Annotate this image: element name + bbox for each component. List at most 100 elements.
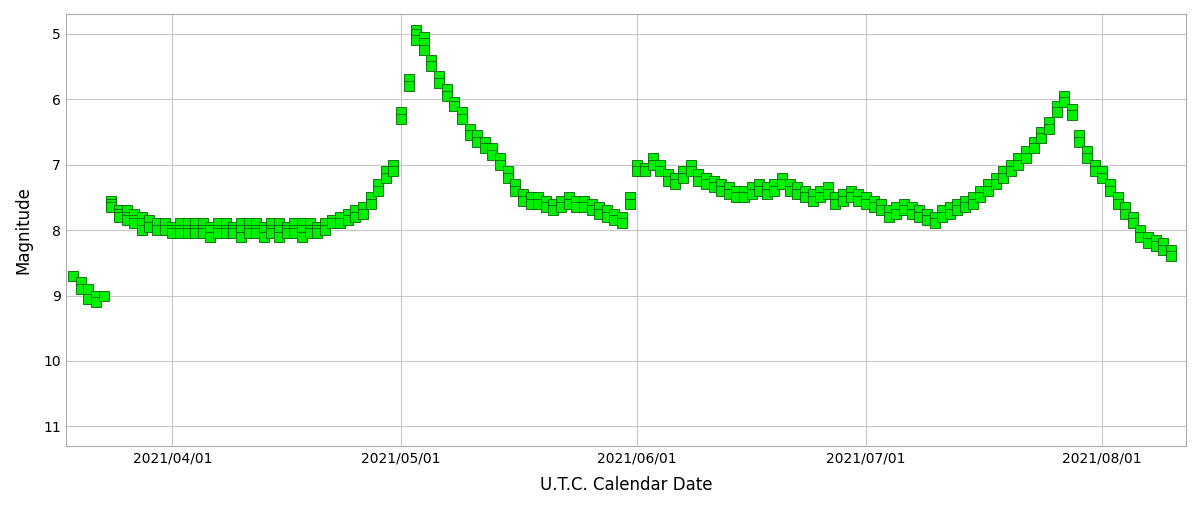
Point — [482, 144, 502, 152]
Point — [277, 223, 296, 231]
Point — [178, 226, 197, 234]
Point — [857, 200, 876, 208]
Point — [712, 180, 731, 188]
Point — [712, 186, 731, 195]
Point — [178, 229, 197, 237]
Point — [880, 206, 899, 214]
Point — [635, 167, 654, 175]
Point — [216, 219, 235, 228]
Point — [734, 186, 754, 195]
Point — [932, 213, 952, 221]
Point — [727, 186, 746, 195]
Point — [742, 190, 761, 198]
Point — [894, 200, 913, 208]
Point — [437, 85, 456, 93]
Point — [407, 29, 426, 38]
Point — [384, 161, 403, 169]
Point — [589, 210, 608, 218]
Point — [186, 229, 205, 237]
Point — [871, 200, 890, 208]
Point — [1055, 91, 1074, 100]
Point — [948, 206, 967, 214]
Point — [293, 219, 312, 228]
Point — [848, 197, 868, 205]
Point — [232, 226, 251, 234]
Point — [400, 75, 419, 83]
Point — [346, 213, 365, 221]
Point — [346, 206, 365, 214]
Point — [658, 177, 677, 185]
Point — [1100, 186, 1120, 195]
Point — [1024, 144, 1043, 152]
Point — [437, 91, 456, 100]
Point — [445, 102, 464, 110]
Point — [1108, 193, 1127, 201]
Point — [338, 210, 358, 218]
Point — [1001, 161, 1020, 169]
Point — [1046, 108, 1066, 116]
Point — [1032, 134, 1051, 142]
Point — [140, 223, 160, 231]
Point — [1009, 154, 1028, 162]
Point — [132, 219, 151, 228]
Point — [658, 170, 677, 178]
Point — [330, 219, 349, 228]
Point — [186, 219, 205, 228]
Point — [917, 210, 936, 218]
Point — [491, 154, 510, 162]
Point — [163, 223, 182, 231]
Point — [300, 219, 319, 228]
Point — [1162, 252, 1181, 260]
Point — [132, 226, 151, 234]
Point — [719, 183, 738, 192]
Point — [232, 219, 251, 228]
Point — [552, 197, 571, 205]
Point — [757, 183, 776, 192]
Point — [796, 186, 815, 195]
Point — [475, 138, 494, 146]
Point — [704, 183, 724, 192]
Point — [353, 203, 372, 211]
Point — [155, 226, 174, 234]
Point — [727, 193, 746, 201]
Point — [1085, 167, 1104, 175]
Point — [941, 203, 960, 211]
Point — [102, 197, 121, 205]
Point — [430, 72, 449, 80]
Point — [307, 229, 326, 237]
Point — [300, 229, 319, 237]
Point — [910, 206, 929, 214]
Point — [834, 190, 853, 198]
Point — [582, 200, 601, 208]
Point — [193, 226, 212, 234]
Point — [871, 206, 890, 214]
Point — [742, 183, 761, 192]
Point — [422, 56, 442, 64]
Point — [826, 193, 845, 201]
Point — [209, 229, 228, 237]
Point — [575, 203, 594, 211]
Point — [125, 219, 144, 228]
Point — [955, 197, 974, 205]
Point — [498, 167, 517, 175]
Point — [223, 229, 242, 237]
Point — [422, 62, 442, 70]
Point — [132, 213, 151, 221]
Point — [552, 203, 571, 211]
Point — [376, 167, 395, 175]
Point — [277, 229, 296, 237]
Point — [1123, 219, 1142, 228]
Point — [491, 161, 510, 169]
Point — [116, 206, 136, 214]
Point — [1116, 203, 1135, 211]
Point — [635, 164, 654, 172]
Point — [170, 219, 190, 228]
Point — [514, 197, 533, 205]
Point — [902, 203, 922, 211]
Point — [917, 216, 936, 224]
Point — [811, 186, 830, 195]
Point — [1039, 124, 1058, 133]
Point — [864, 203, 883, 211]
Point — [682, 167, 701, 175]
Point — [323, 216, 342, 224]
